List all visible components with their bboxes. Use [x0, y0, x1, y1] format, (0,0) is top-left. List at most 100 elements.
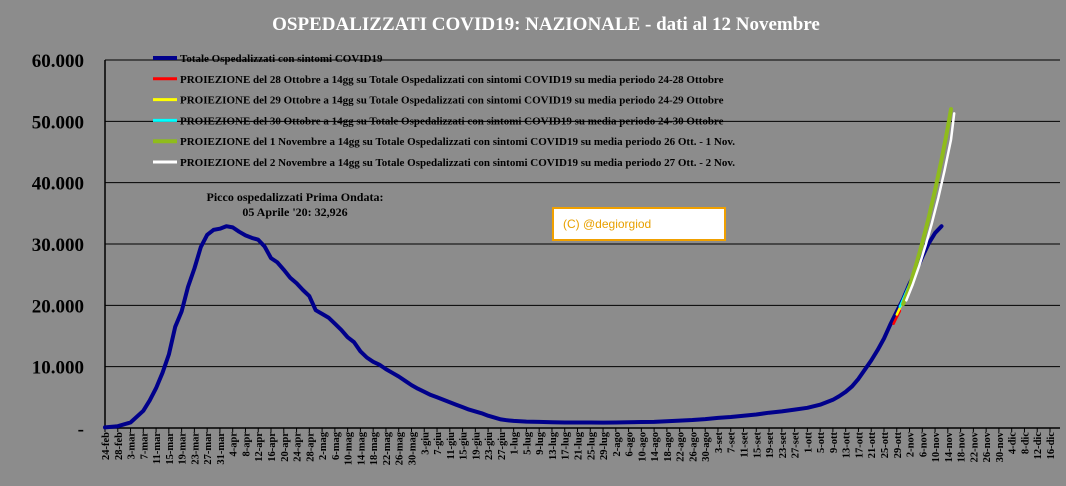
x-tick-label: 21-lug — [574, 431, 585, 460]
x-tick-label: 2-nov — [906, 431, 917, 457]
x-tick-label: 15-giu — [459, 432, 470, 460]
x-tick-label: 22-mag — [382, 431, 393, 465]
legend-entry-1: PROIEZIONE del 28 Ottobre a 14gg su Tota… — [180, 74, 724, 86]
x-tick-label: 23-giu — [484, 432, 495, 460]
x-tick-label: 26-nov — [982, 431, 993, 462]
legend-entry-4: PROIEZIONE del 1 Novembre a 14gg su Tota… — [180, 136, 735, 148]
x-tick-label: 8-dic — [1020, 432, 1031, 455]
x-tick-label: 22-nov — [969, 431, 980, 462]
x-tick-label: 25-lug — [586, 431, 597, 460]
x-tick-label: 31-mar — [216, 432, 227, 465]
x-tick-label: 16-apr — [267, 432, 278, 462]
x-tick-label: 6-nov — [918, 431, 929, 457]
x-tick-label: 5-lug — [522, 431, 533, 455]
x-tick-label: 19-mar — [178, 432, 189, 465]
x-tick-label: 11-mar — [152, 432, 163, 464]
chart-title: OSPEDALIZZATI COVID19: NAZIONALE - dati … — [272, 14, 820, 35]
x-tick-label: 3-giu — [420, 432, 431, 455]
x-tick-label: 29-ott — [893, 432, 904, 459]
x-tick-label: 15-mar — [165, 432, 176, 465]
x-tick-label: 3-mar — [127, 432, 138, 460]
y-tick-label: 20.000 — [32, 296, 84, 317]
x-tick-label: 18-nov — [957, 431, 968, 462]
x-tick-label: 15-set — [752, 432, 763, 459]
x-tick-label: 22-ago — [676, 432, 687, 462]
legend-entry-0: Totale Ospedalizzati con sintomi COVID19 — [180, 53, 383, 65]
x-tick-label: 9-ott — [829, 432, 840, 453]
peak-annotation-line2: 05 Aprile '20: 32,926 — [242, 205, 347, 219]
x-tick-label: 17-ott — [854, 432, 865, 459]
x-tick-label: 14-nov — [944, 431, 955, 462]
y-tick-label: 40.000 — [32, 174, 84, 195]
x-tick-label: 13-ott — [842, 432, 853, 459]
x-tick-label: 30-mag — [407, 431, 418, 465]
y-tick-label: - — [78, 419, 84, 440]
x-tick-label: 27-mar — [203, 432, 214, 465]
x-tick-label: 12-apr — [254, 432, 265, 462]
legend: Totale Ospedalizzati con sintomi COVID19… — [153, 53, 735, 169]
credit-box: (C) @degiorgiod — [552, 207, 726, 241]
x-tick-label: 9-lug — [535, 431, 546, 455]
x-tick-label: 30-ago — [701, 432, 712, 462]
x-tick-label: 11-set — [740, 432, 751, 458]
x-tick-label: 7-giu — [433, 432, 444, 455]
x-tick-label: 13-lug — [548, 431, 559, 460]
x-tick-label: 4-apr — [229, 432, 240, 457]
x-tick-label: 5-ott — [816, 432, 827, 453]
legend-entry-5: PROIEZIONE del 2 Novembre a 14gg su Tota… — [180, 157, 735, 169]
x-tick-label: 28-apr — [305, 432, 316, 462]
x-tick-label: 16-dic — [1046, 432, 1057, 460]
x-tick-label: 18-mag — [369, 431, 380, 465]
x-tick-label: 19-giu — [471, 432, 482, 460]
x-tick-label: 19-set — [765, 432, 776, 459]
x-tick-label: 23-set — [778, 432, 789, 459]
y-tick-label: 60.000 — [32, 51, 84, 72]
legend-entry-2: PROIEZIONE del 29 Ottobre a 14gg su Tota… — [180, 95, 724, 107]
x-tick-label: 3-set — [714, 432, 725, 453]
x-tick-label: 26-ago — [688, 432, 699, 462]
x-tick-label: 26-mag — [395, 431, 406, 465]
x-tick-label: 10-nov — [931, 431, 942, 462]
x-tick-label: 21-ott — [867, 432, 878, 459]
x-axis: 24-feb 28-feb 3-mar 7-mar 11-mar 15-mar 19-mar… — [101, 428, 1057, 465]
x-tick-label: 7-mar — [139, 432, 150, 460]
credit-text: (C) @degiorgiod — [563, 217, 651, 231]
x-tick-label: 24-feb — [101, 432, 112, 460]
x-tick-label: 17-lug — [561, 431, 572, 460]
x-tick-label: 10-ago — [637, 432, 648, 462]
x-tick-label: 14-ago — [650, 432, 661, 462]
x-tick-label: 23-mar — [190, 432, 201, 465]
x-tick-label: 2-mag — [318, 431, 329, 460]
x-tick-label: 14-mag — [356, 431, 367, 465]
peak-annotation-line1: Picco ospedalizzati Prima Ondata: — [207, 190, 384, 204]
y-tick-label: 30.000 — [32, 235, 84, 256]
x-tick-label: 11-giu — [446, 432, 457, 460]
y-axis: - 10.000 20.000 30.000 40.000 50.000 60.000 — [32, 51, 84, 440]
x-tick-label: 7-set — [727, 432, 738, 453]
x-tick-label: 2-ago — [612, 432, 623, 457]
x-tick-label: 4-dic — [1008, 432, 1019, 455]
x-tick-label: 28-feb — [114, 432, 125, 460]
x-tick-label: 30-nov — [995, 431, 1006, 462]
series-line-5 — [905, 112, 956, 302]
x-tick-label: 1-lug — [510, 431, 521, 455]
series-line-4 — [901, 107, 953, 307]
x-tick-label: 6-ago — [625, 432, 636, 457]
x-tick-label: 18-ago — [663, 432, 674, 462]
x-tick-label: 20-apr — [280, 432, 291, 462]
x-tick-label: 27-giu — [497, 432, 508, 460]
x-tick-label: 25-ott — [880, 432, 891, 459]
x-tick-label: 6-mag — [331, 431, 342, 460]
x-tick-label: 1-ott — [803, 432, 814, 453]
y-tick-label: 10.000 — [32, 358, 84, 379]
legend-entry-3: PROIEZIONE del 30 Ottobre a 14gg su Tota… — [180, 115, 724, 127]
x-tick-label: 10-mag — [344, 431, 355, 465]
peak-annotation: Picco ospedalizzati Prima Ondata: 05 Apr… — [207, 190, 384, 219]
plot-series — [103, 107, 956, 430]
x-tick-label: 24-apr — [293, 432, 304, 462]
x-tick-label: 12-dic — [1033, 432, 1044, 460]
series-line-0 — [103, 224, 944, 430]
x-tick-label: 29-lug — [599, 431, 610, 460]
x-tick-label: 27-set — [791, 432, 802, 459]
